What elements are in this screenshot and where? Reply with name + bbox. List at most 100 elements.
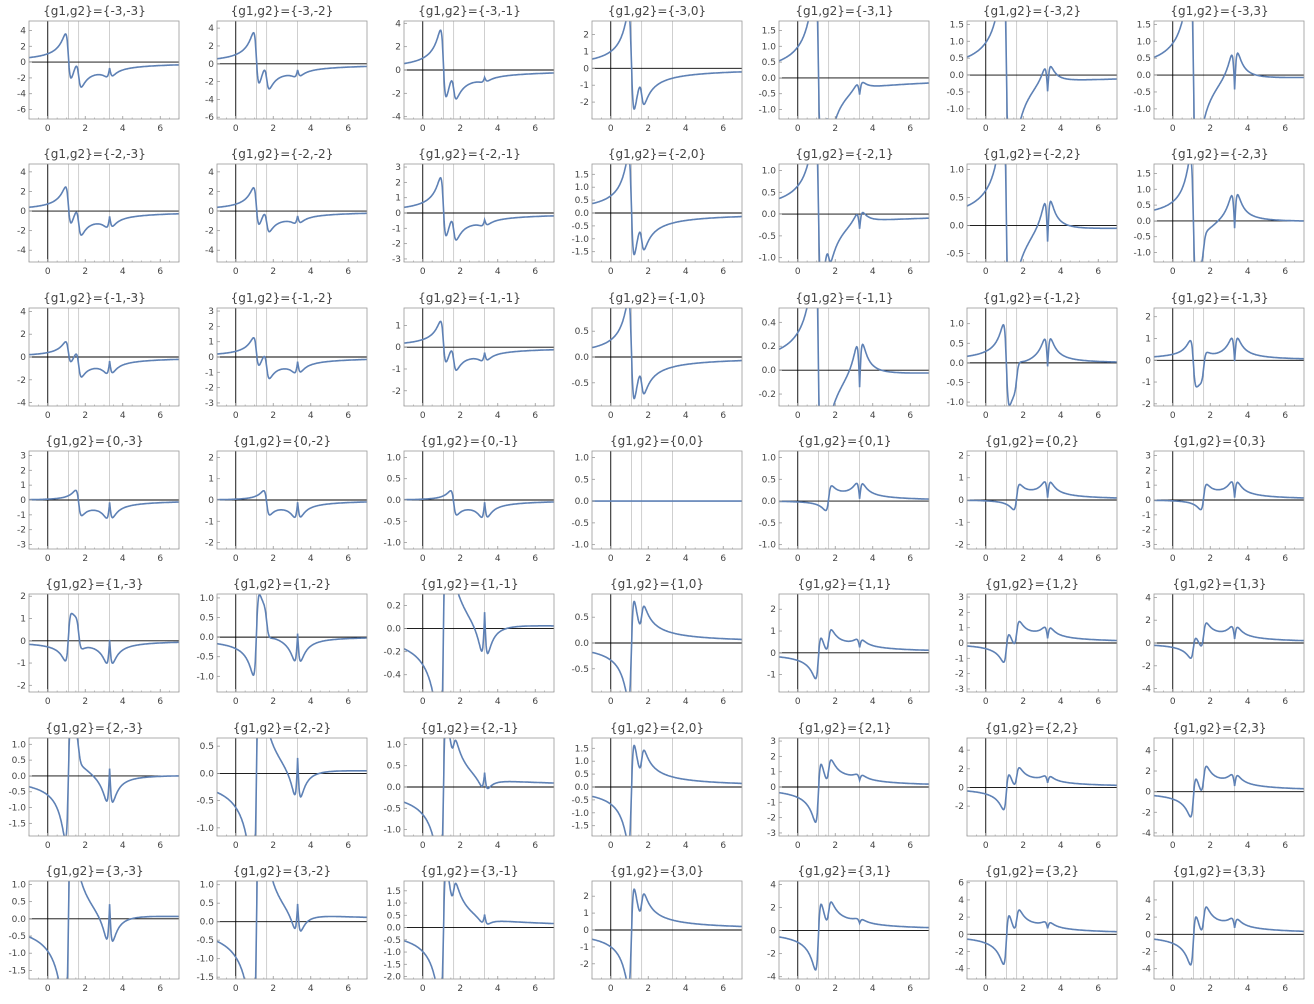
- y-tick-label: 1: [395, 321, 401, 331]
- x-tick-label: 0: [45, 554, 51, 564]
- x-tick-label: 4: [870, 554, 876, 564]
- x-tick-label: 6: [532, 411, 538, 421]
- y-tick-label: 3: [958, 593, 964, 603]
- panel-title: {g1,g2}={3,2}: [985, 863, 1079, 878]
- series-line: [591, 21, 742, 110]
- plot-panel: 0 2 4 6 -3 -2 -1 0 1 2 3 {g1,g2}={0,3}: [1126, 431, 1313, 574]
- x-tick-label: 4: [1245, 124, 1251, 134]
- y-tick-label: 3: [208, 307, 214, 317]
- x-tick-label: 4: [307, 267, 313, 277]
- x-tick-label: 6: [720, 697, 726, 707]
- y-tick-label: 4: [20, 168, 26, 178]
- y-tick-label: 2: [958, 764, 964, 774]
- plot-svg: 0 2 4 6 -2.0 -1.5 -1.0 -0.5 0.0 0.5 1.0 1.5: [383, 880, 555, 994]
- series-line: [779, 629, 929, 680]
- y-tick-label: -1: [205, 368, 214, 378]
- x-tick-label: 2: [832, 984, 838, 994]
- plot-panel: 0 2 4 6 -2 -1 0 1 2 {g1,g2}={-1,3}: [1126, 288, 1313, 431]
- y-tick-label: 0.5: [1137, 201, 1151, 211]
- y-tick-label: 0: [20, 58, 26, 68]
- x-tick-label: 6: [720, 841, 726, 851]
- series-line: [216, 737, 367, 836]
- x-tick-label: 4: [870, 697, 876, 707]
- x-tick-label: 0: [982, 841, 988, 851]
- plot-svg: 0 2 4 6 -3 -2 -1 0 1 2 3: [767, 737, 930, 851]
- plot-panel: 0 2 4 6 -0.2 0.0 0.2 0.4 {g1,g2}={-1,1}: [751, 288, 938, 431]
- y-tick-label: -2: [392, 386, 401, 396]
- y-tick-label: 1: [583, 47, 589, 57]
- panel-title: {g1,g2}={0,0}: [610, 433, 704, 448]
- x-tick-label: 6: [345, 697, 351, 707]
- y-tick-label: -1.0: [383, 825, 401, 835]
- y-tick-label: -4: [1142, 685, 1151, 695]
- y-tick-label: 0.5: [949, 339, 963, 349]
- series-line: [966, 909, 1117, 965]
- y-tick-label: 0: [958, 930, 964, 940]
- plot-svg: 0 2 4 6 -1.0 -0.5 0.0 0.5 1.0 1.5: [946, 20, 1117, 134]
- y-tick-label: 1.5: [574, 171, 588, 181]
- y-tick-label: 1: [958, 474, 964, 484]
- x-tick-label: 6: [1095, 554, 1101, 564]
- x-tick-label: 2: [270, 124, 276, 134]
- y-tick-label: -2: [1142, 808, 1151, 818]
- x-tick-label: 6: [907, 697, 913, 707]
- x-tick-label: 2: [270, 411, 276, 421]
- panel-title: {g1,g2}={3,3}: [1172, 863, 1267, 878]
- plot-panel: 0 2 4 6 -3 -2 -1 0 1 2 3 {g1,g2}={-2,-1}: [376, 144, 563, 287]
- plot-svg: 0 2 4 6 -1.0 -0.5 0.0 0.5 1.0: [758, 450, 930, 564]
- y-tick-label: -1.5: [571, 248, 589, 258]
- y-tick-label: 2: [583, 892, 589, 902]
- plot-panel: 0 2 4 6 -4 -2 0 2 4 {g1,g2}={1,3}: [1126, 574, 1313, 717]
- panel-title: {g1,g2}={-2,-1}: [418, 147, 521, 162]
- y-tick-label: 0.0: [574, 209, 589, 219]
- y-tick-label: 1: [208, 337, 214, 347]
- x-tick-label: 2: [82, 697, 88, 707]
- x-tick-label: 6: [1095, 267, 1101, 277]
- x-tick-label: 6: [157, 411, 163, 421]
- y-tick-label: 1.0: [199, 594, 214, 604]
- plot-panel: 0 2 4 6 -0.4 -0.2 0.0 0.2 {g1,g2}={1,-1}: [376, 574, 563, 717]
- panel-title: {g1,g2}={1,-2}: [232, 577, 332, 592]
- plot-frame: [1153, 307, 1305, 406]
- y-tick-label: -6: [205, 113, 214, 123]
- y-tick-label: -1.5: [196, 973, 214, 983]
- x-tick-label: 2: [270, 554, 276, 564]
- plot-svg: 0 2 4 6 -1.5 -1.0 -0.5 0.0 0.5 1.0: [8, 737, 180, 851]
- x-tick-label: 0: [232, 411, 238, 421]
- panel-title: {g1,g2}={-1,2}: [982, 290, 1082, 305]
- plot-panel: 0 2 4 6 -3 -2 -1 0 1 2 3 {g1,g2}={2,1}: [751, 718, 938, 861]
- y-tick-label: 0.5: [574, 613, 588, 623]
- y-tick-label: -0.5: [1133, 88, 1151, 98]
- x-tick-label: 4: [682, 411, 688, 421]
- y-tick-label: 0.5: [762, 475, 776, 485]
- x-tick-label: 0: [420, 554, 426, 564]
- x-tick-label: 0: [1170, 984, 1176, 994]
- x-tick-label: 0: [45, 697, 51, 707]
- series-line: [779, 21, 929, 119]
- y-tick-label: 2: [583, 31, 589, 41]
- panel-title: {g1,g2}={3,-3}: [45, 863, 144, 878]
- y-tick-label: 2: [770, 605, 776, 615]
- panel-title: {g1,g2}={0,2}: [985, 433, 1079, 448]
- y-tick-label: -2: [767, 813, 776, 823]
- x-tick-label: 4: [1057, 554, 1063, 564]
- plot-panel: 0 2 4 6 -1.0 -0.5 0.0 0.5 {g1,g2}={2,-2}: [189, 718, 376, 861]
- panel-title: {g1,g2}={2,-1}: [420, 720, 519, 735]
- series-line: [404, 29, 554, 100]
- y-tick-label: -0.5: [1133, 233, 1151, 243]
- x-tick-label: 4: [307, 697, 313, 707]
- y-tick-label: 1: [1145, 334, 1151, 344]
- x-tick-label: 0: [1170, 124, 1176, 134]
- x-tick-label: 2: [1207, 411, 1213, 421]
- x-tick-label: 2: [1207, 984, 1213, 994]
- x-tick-label: 0: [420, 841, 426, 851]
- y-tick-label: 0.0: [574, 353, 589, 363]
- x-tick-label: 4: [120, 984, 126, 994]
- y-tick-label: -3: [205, 399, 214, 409]
- y-tick-label: -1.0: [196, 673, 214, 683]
- y-tick-label: -1: [1142, 511, 1151, 521]
- panel-title: {g1,g2}={-2,3}: [1170, 147, 1269, 162]
- panel-title: {g1,g2}={-1,-3}: [43, 290, 146, 305]
- plot-frame: [28, 20, 180, 120]
- x-tick-label: 2: [82, 841, 88, 851]
